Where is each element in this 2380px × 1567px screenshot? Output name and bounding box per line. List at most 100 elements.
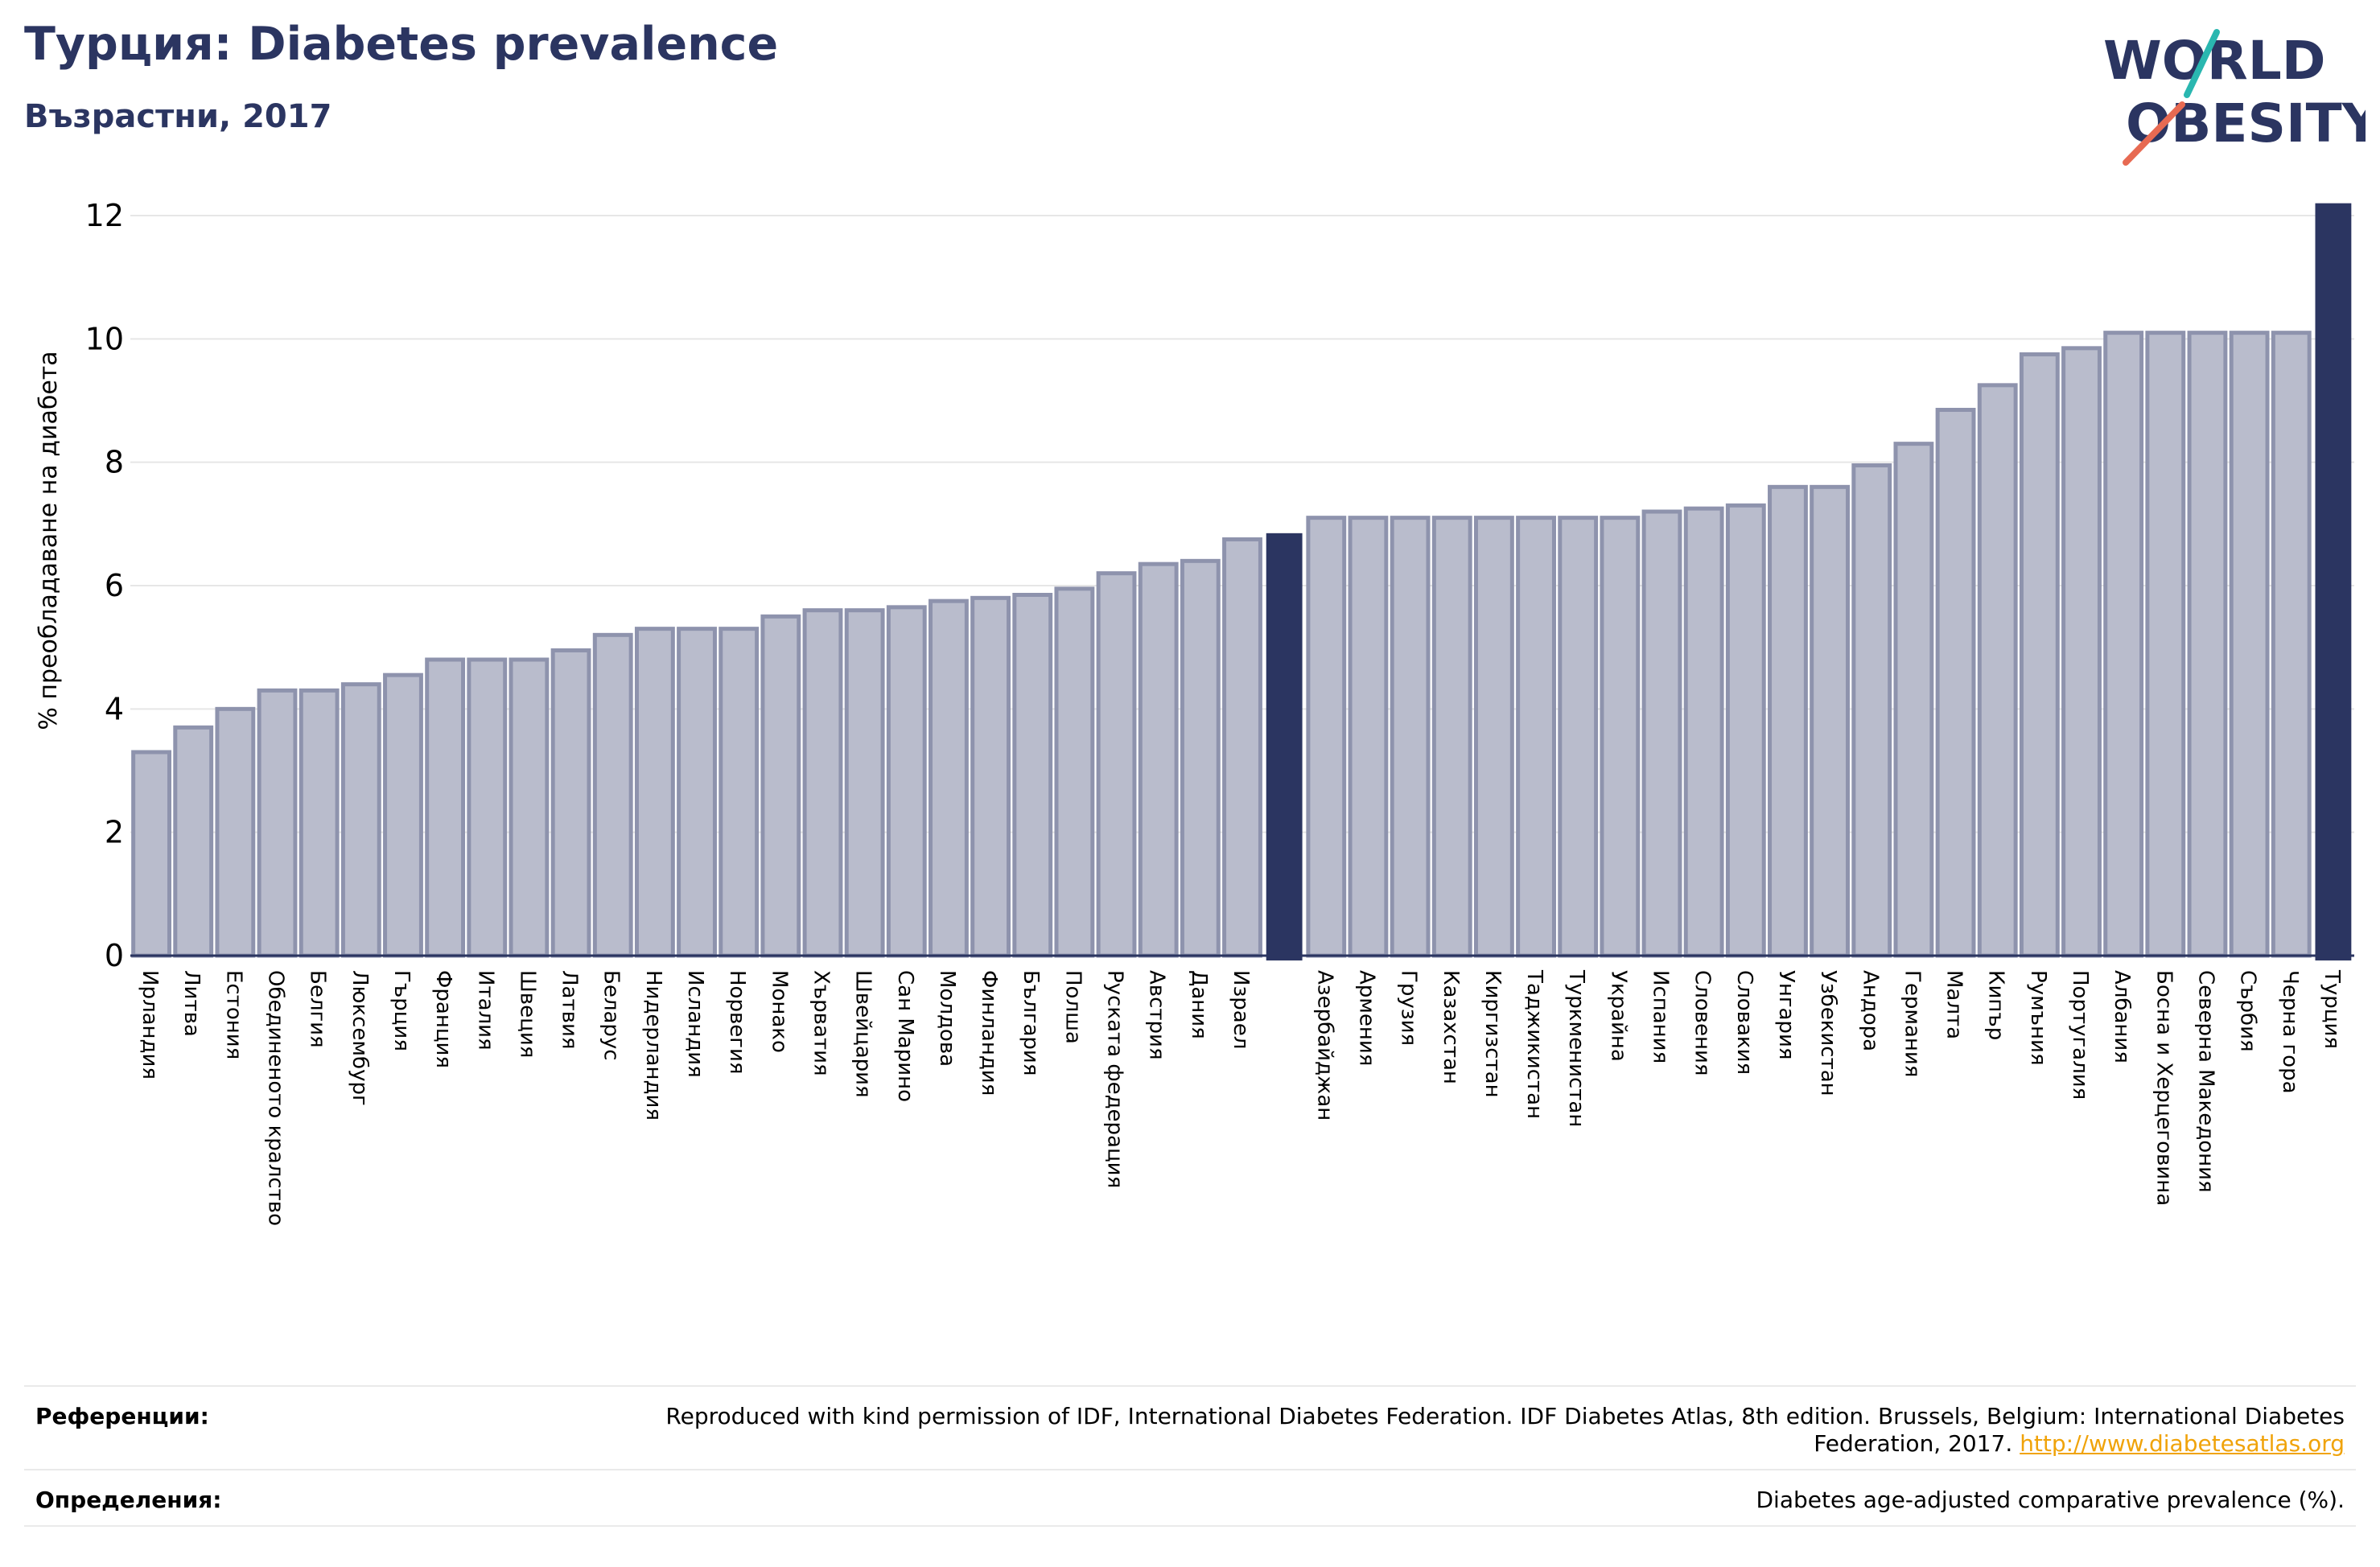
y-tick-label: 8 bbox=[105, 445, 124, 480]
bar bbox=[1768, 484, 1808, 958]
x-tick-label: България bbox=[1019, 970, 1043, 1076]
chart-title: Турция: Diabetes prevalence bbox=[24, 18, 779, 71]
bar bbox=[1641, 509, 1682, 958]
references-link[interactable]: http://www.diabetesatlas.org bbox=[2020, 1430, 2345, 1457]
bar bbox=[340, 682, 381, 958]
y-tick-label: 2 bbox=[105, 815, 124, 850]
bar bbox=[1096, 571, 1137, 958]
bar bbox=[1810, 484, 1851, 958]
x-tick-label: Словения bbox=[1690, 970, 1715, 1076]
x-tick-label: Албания bbox=[2110, 970, 2134, 1063]
references-label: Референции: bbox=[35, 1403, 209, 1429]
bar bbox=[802, 608, 843, 958]
bar bbox=[1558, 516, 1599, 958]
x-tick-label: Обединеното кралство bbox=[264, 970, 288, 1226]
bar bbox=[1306, 516, 1347, 958]
bar bbox=[467, 657, 508, 958]
bar bbox=[1893, 442, 1934, 958]
x-tick-label: Полша bbox=[1060, 970, 1085, 1044]
x-tick-label: Хърватия bbox=[809, 970, 833, 1076]
bar-chart: 0 2 4 6 8 10 12 Ирландия Литва Естония Обединенот… bbox=[35, 198, 2354, 1226]
bar bbox=[509, 657, 550, 958]
bar bbox=[1977, 383, 2018, 958]
x-tick-label: Малта bbox=[1942, 970, 1966, 1039]
bar bbox=[760, 614, 801, 958]
bar bbox=[2271, 331, 2312, 958]
bar bbox=[1348, 516, 1389, 958]
x-tick-label: Унгария bbox=[1774, 970, 1798, 1059]
bar bbox=[886, 605, 927, 958]
x-tick-label: Казахстан bbox=[1439, 970, 1463, 1084]
bar bbox=[2145, 331, 2186, 958]
x-tick-label: Украйна bbox=[1606, 970, 1630, 1062]
bar bbox=[2061, 346, 2102, 958]
bar bbox=[173, 725, 214, 958]
bar bbox=[1390, 516, 1431, 958]
x-tick-label: Исландия bbox=[683, 970, 707, 1078]
x-tick-label: Беларус bbox=[599, 970, 624, 1061]
bar bbox=[1516, 516, 1556, 958]
x-tick-label: Босна и Херцеговина bbox=[2151, 970, 2176, 1206]
definitions-text: Diabetes age-adjusted comparative preval… bbox=[1756, 1487, 2345, 1513]
bar bbox=[592, 632, 633, 958]
bar bbox=[383, 672, 423, 958]
x-tick-label: Турция bbox=[2320, 969, 2344, 1049]
x-tick-label: Грузия bbox=[1397, 970, 1421, 1046]
x-tick-label: Ирландия bbox=[138, 970, 162, 1080]
x-tick-label: Румъния bbox=[2026, 970, 2050, 1066]
x-tick-label: Туркменистан bbox=[1564, 969, 1588, 1127]
bar bbox=[215, 706, 256, 958]
x-tick-label: Киргизстан bbox=[1480, 970, 1505, 1098]
bar bbox=[1473, 516, 1514, 958]
bar-highlight bbox=[1266, 533, 1303, 960]
chart-footer: Референции: Reproduced with kind permiss… bbox=[24, 1385, 2356, 1527]
bar bbox=[1600, 516, 1641, 958]
x-tick-label: Люксембург bbox=[348, 970, 372, 1106]
bar bbox=[1935, 408, 1976, 958]
bar bbox=[677, 627, 717, 958]
y-tick-label: 4 bbox=[105, 691, 124, 726]
x-tick-label: Норвегия bbox=[725, 970, 749, 1074]
x-tick-label: Таджикистан bbox=[1522, 969, 1546, 1119]
x-tick-label: Австрия bbox=[1145, 970, 1169, 1060]
y-tick-label: 10 bbox=[85, 321, 124, 356]
x-tick-label: Белгия bbox=[306, 970, 330, 1048]
bar bbox=[1683, 506, 1724, 958]
x-tick-label: Северна Македония bbox=[2193, 970, 2217, 1193]
x-tick-label: Финландия bbox=[977, 970, 1001, 1096]
definitions-row: Определения: Diabetes age-adjusted compa… bbox=[24, 1469, 2356, 1527]
bar bbox=[550, 648, 591, 958]
x-tick-label: Германия bbox=[1900, 970, 1924, 1077]
bar bbox=[2019, 352, 2060, 958]
bar bbox=[2103, 331, 2144, 958]
bar bbox=[257, 688, 298, 958]
bar bbox=[844, 608, 885, 958]
x-tick-label: Дания bbox=[1187, 970, 1211, 1039]
y-axis-label: % преобладаване на диабета bbox=[35, 351, 63, 730]
x-tick-label: Литва bbox=[179, 970, 204, 1037]
bar bbox=[2229, 331, 2270, 958]
x-tick-label: Израел bbox=[1229, 970, 1253, 1049]
bar bbox=[1012, 593, 1053, 958]
x-tick-label: Андора bbox=[1858, 970, 1882, 1051]
definitions-label: Определения: bbox=[35, 1487, 222, 1513]
x-tick-label: Франция bbox=[431, 970, 455, 1068]
x-tick-label: Швеция bbox=[515, 970, 539, 1058]
x-tick-label: Гърция bbox=[389, 970, 414, 1051]
bar bbox=[1180, 558, 1221, 958]
x-tick-label: Сан Марино bbox=[893, 970, 917, 1102]
x-tick-label: Словакия bbox=[1732, 970, 1756, 1075]
x-tick-label: Кипър bbox=[1984, 970, 2008, 1040]
x-tick-label: Молдова bbox=[935, 970, 959, 1067]
bar bbox=[2187, 331, 2228, 958]
x-tick-label: Черна гора bbox=[2278, 970, 2302, 1094]
x-tick-label: Руската федерация bbox=[1103, 970, 1127, 1188]
bar bbox=[634, 627, 675, 958]
x-tick-label: Испания bbox=[1649, 970, 1673, 1063]
bar bbox=[1431, 516, 1472, 958]
bar bbox=[1138, 561, 1179, 958]
x-tick-label: Азербайджан bbox=[1312, 970, 1336, 1121]
x-tick-label: Швейцария bbox=[851, 970, 875, 1098]
x-tick-label: Монако bbox=[767, 970, 791, 1053]
x-tick-label: Италия bbox=[473, 970, 497, 1051]
